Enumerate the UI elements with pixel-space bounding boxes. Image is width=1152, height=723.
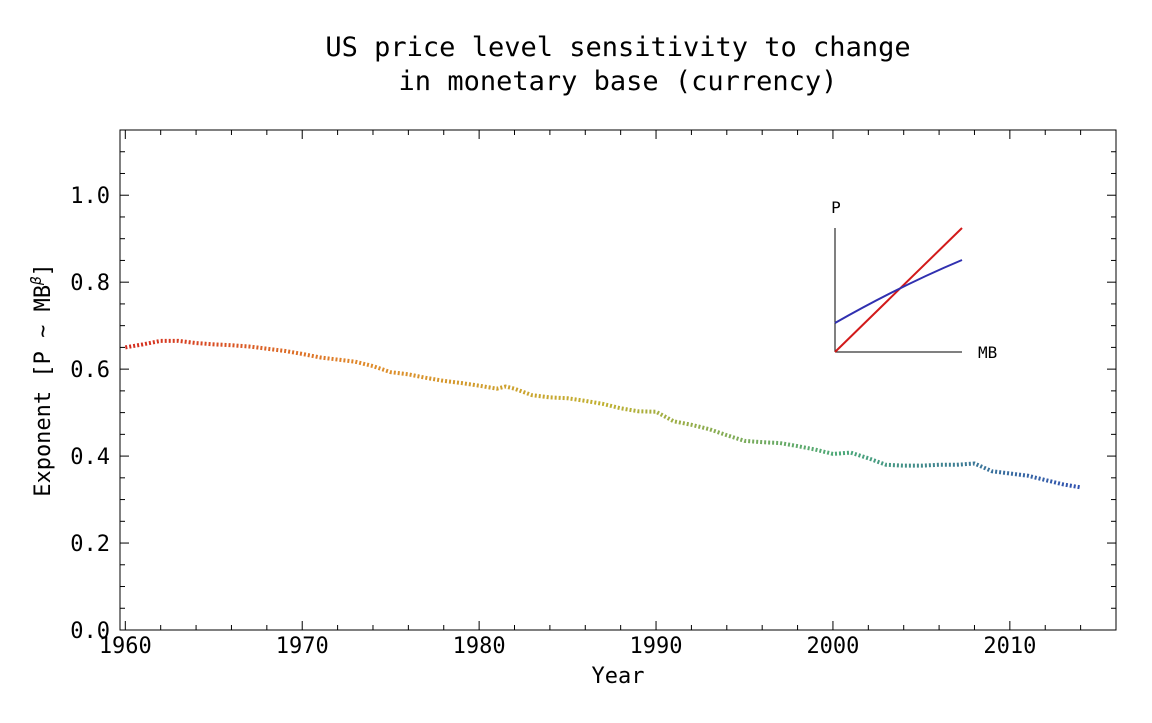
x-axis-label: Year (592, 664, 645, 689)
y-tick-label: 0.6 (70, 358, 110, 383)
plot-frame (119, 129, 1117, 631)
x-tick-label: 1980 (453, 634, 506, 659)
y-axis-label-main: Exponent [P ~ MB (31, 285, 56, 497)
inset-blue-line (834, 259, 963, 324)
inset: P MB (831, 198, 997, 362)
y-tick-label: 0.2 (70, 532, 110, 557)
x-tick-label: 2010 (983, 634, 1036, 659)
y-axis-label: Exponent [P ~ MBβ] (29, 263, 56, 497)
y-axis-label-sup: β (29, 276, 45, 286)
x-tick-label: 1960 (99, 634, 152, 659)
y-tick-label: 1.0 (70, 184, 110, 209)
x-tick-label: 1970 (276, 634, 329, 659)
y-tick-label: 0.4 (70, 445, 110, 470)
chart-subtitle: in monetary base (currency) (399, 66, 838, 97)
y-tick-label: 0.0 (70, 619, 110, 644)
data-line (124, 338, 1081, 490)
y-axis-label-end: ] (31, 263, 56, 276)
x-tick-label: 2000 (806, 634, 859, 659)
inset-y-label: P (831, 198, 841, 217)
chart-title: US price level sensitivity to change (325, 32, 910, 63)
x-tick-label: 1990 (630, 634, 683, 659)
y-tick-label: 0.8 (70, 271, 110, 296)
inset-x-label: MB (978, 343, 997, 362)
